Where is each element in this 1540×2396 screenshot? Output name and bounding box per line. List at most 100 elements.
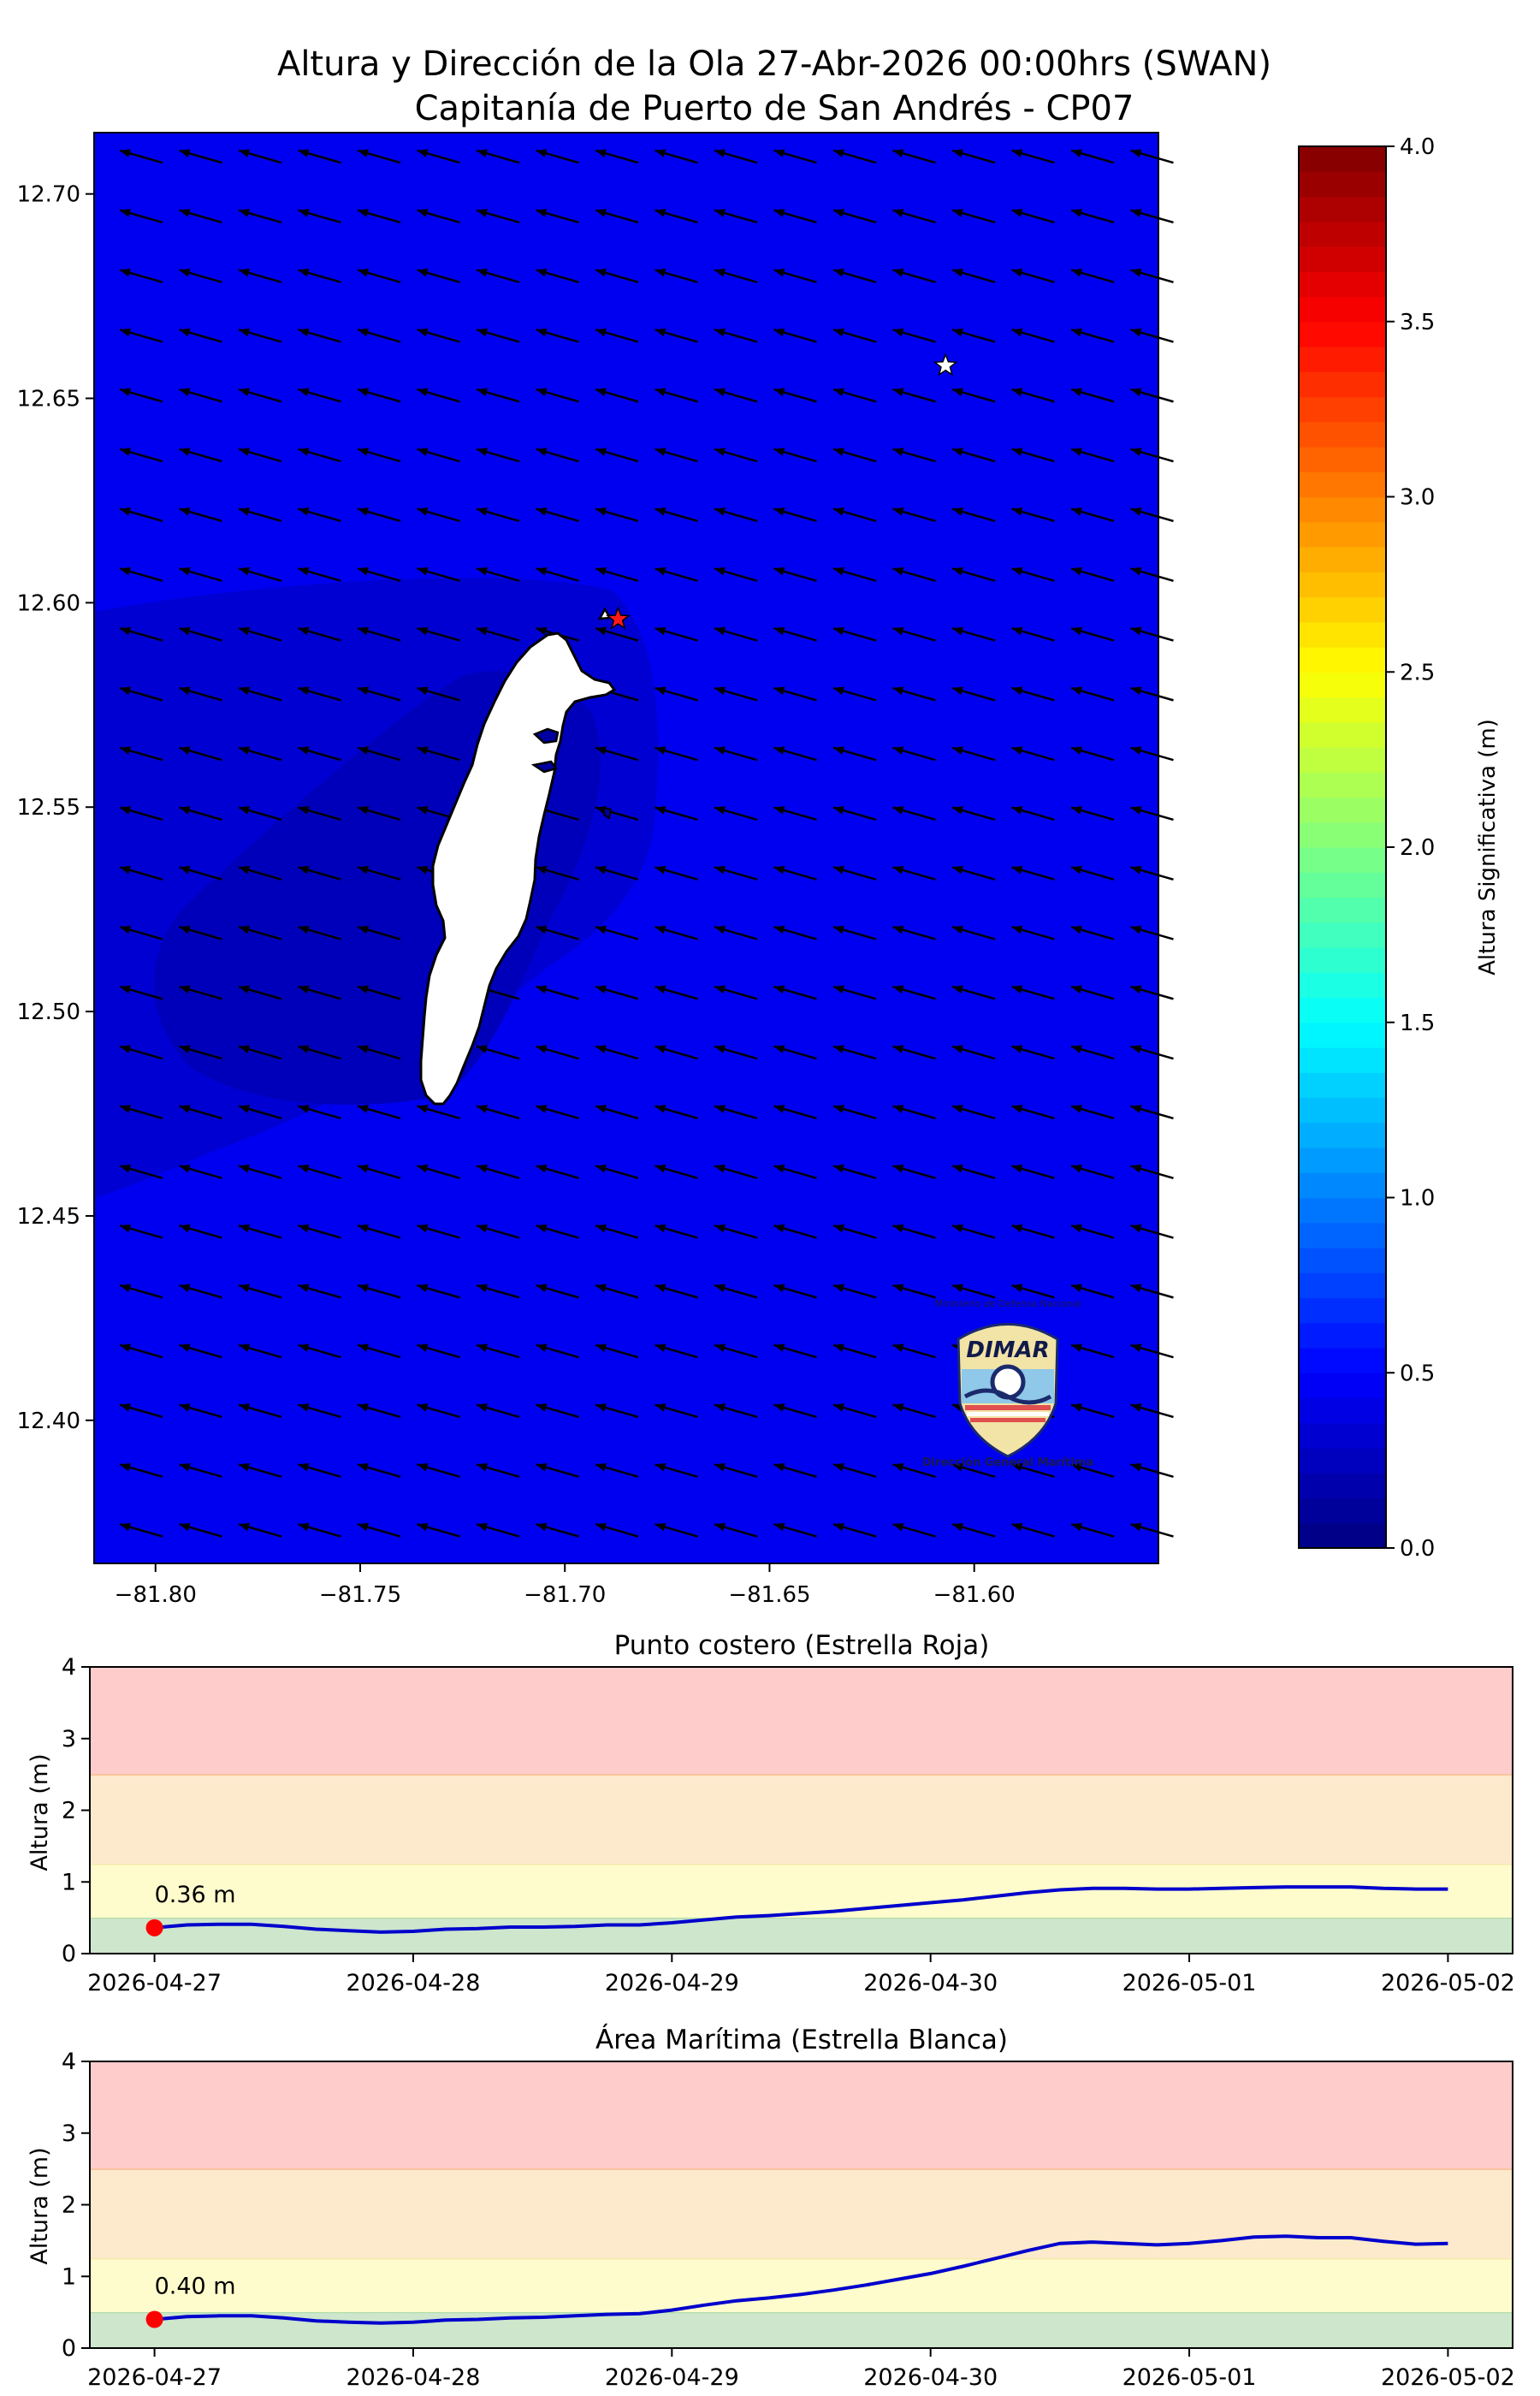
wave-arrow-head	[298, 806, 310, 815]
wave-arrow-icon	[773, 1522, 817, 1538]
wave-arrow-head	[952, 626, 963, 636]
wave-arrow-icon	[654, 1164, 698, 1179]
wave-arrow-head	[179, 865, 191, 875]
wave-arrow-icon	[773, 686, 817, 702]
wave-arrow-head	[358, 686, 369, 696]
wave-arrow-head	[1071, 1462, 1082, 1472]
wave-arrow-icon	[179, 209, 222, 224]
wave-arrow-head	[595, 566, 607, 576]
wave-arrow-icon	[951, 686, 996, 702]
wave-arrow-head	[773, 1105, 785, 1113]
wave-arrow-icon	[951, 328, 996, 343]
wave-arrow-icon	[951, 209, 996, 224]
wave-arrow-icon	[357, 985, 401, 1000]
wave-arrow-icon	[298, 1343, 341, 1359]
wave-arrow-head	[179, 507, 191, 516]
wave-arrow-head	[298, 985, 310, 994]
wave-arrow-head	[477, 1403, 488, 1412]
wave-arrow-icon	[179, 985, 222, 1000]
wave-arrow-head	[298, 1224, 310, 1233]
wave-arrow-head	[595, 1164, 607, 1173]
wave-arrow-icon	[1130, 1224, 1174, 1239]
wave-arrow-head	[536, 388, 548, 397]
colorbar-band	[1299, 821, 1386, 848]
wave-arrow-icon	[951, 626, 996, 642]
wave-arrow-head	[773, 1284, 785, 1293]
wave-arrow-icon	[1070, 806, 1115, 821]
wave-arrow-head	[358, 1343, 369, 1352]
maritime-ylabel: Altura (m)	[27, 2147, 53, 2264]
wave-arrow-icon	[179, 1224, 222, 1239]
map-axes: −81.80 −81.75 −81.70 −81.65 −81.60 12.40 12.45…	[17, 182, 1016, 1608]
colorbar-band	[1299, 847, 1386, 873]
wave-arrow-head	[952, 925, 963, 934]
wave-arrow-head	[1130, 746, 1142, 755]
wave-arrow-icon	[298, 1522, 341, 1538]
wave-arrow-head	[714, 626, 726, 636]
wave-arrow-head	[833, 388, 844, 397]
wave-arrow-head	[298, 686, 310, 696]
map-xtick-label: −81.80	[115, 1582, 197, 1608]
logo-stripe-red	[965, 1405, 1051, 1410]
wave-arrow-icon	[892, 746, 936, 762]
wave-arrow-icon	[357, 806, 401, 821]
wave-arrow-head	[892, 328, 904, 337]
wave-arrow-head	[773, 1045, 785, 1053]
wave-arrow-head	[477, 566, 488, 576]
wave-arrow-icon	[179, 626, 222, 642]
wave-arrow-icon	[476, 268, 520, 283]
wave-arrow-icon	[417, 746, 460, 762]
wave-arrow-icon	[357, 1105, 401, 1120]
wave-arrow-icon	[179, 1343, 222, 1359]
wave-arrow-head	[654, 268, 666, 277]
wave-arrow-head	[833, 1403, 844, 1412]
wave-arrow-icon	[654, 806, 698, 821]
wave-arrow-icon	[1130, 686, 1174, 702]
wave-arrow-head	[239, 566, 250, 576]
colorbar-band	[1299, 1348, 1386, 1373]
island-cay-east-3	[603, 806, 613, 820]
wave-arrow-head	[417, 1105, 429, 1113]
wave-arrow-icon	[595, 1522, 639, 1538]
wave-arrow-icon	[714, 1045, 758, 1060]
wave-arrow-head	[714, 1105, 726, 1113]
wave-arrow-head	[773, 925, 785, 934]
map-xtick-label: −81.70	[524, 1582, 606, 1608]
wave-arrow-head	[358, 268, 369, 277]
wave-arrow-head	[833, 1522, 844, 1532]
wave-arrow-head	[654, 1284, 666, 1293]
wave-arrow-icon	[892, 686, 936, 702]
wave-arrow-icon	[1011, 925, 1055, 940]
ytick-label: 4	[62, 2049, 76, 2075]
wave-arrow-head	[892, 149, 904, 157]
wave-arrow-icon	[654, 328, 698, 343]
colorbar-band	[1299, 647, 1386, 673]
wave-arrow-icon	[714, 1224, 758, 1239]
wave-arrow-head	[120, 1105, 131, 1113]
wave-arrow-head	[654, 328, 666, 337]
wave-arrow-head	[595, 925, 607, 934]
wave-arrow-icon	[119, 1045, 163, 1060]
wave-arrow-icon	[1011, 985, 1055, 1000]
colorbar-band	[1299, 572, 1386, 598]
wave-arrow-icon	[357, 1462, 401, 1478]
wave-arrow-head	[298, 149, 310, 157]
colorbar-label: Altura Significativa (m)	[1475, 719, 1501, 976]
wave-arrow-head	[773, 865, 785, 875]
wave-arrow-head	[1011, 925, 1023, 934]
wave-arrow-icon	[1070, 985, 1115, 1000]
wave-arrow-icon	[1130, 626, 1174, 642]
wave-arrow-icon	[714, 806, 758, 821]
logo-name: DIMAR	[966, 1337, 1049, 1363]
wave-arrow-head	[1130, 1105, 1142, 1113]
wave-arrow-head	[773, 388, 785, 397]
alert-zone-red	[90, 2061, 1513, 2169]
wave-arrow-icon	[714, 388, 758, 403]
wave-arrow-icon	[1070, 566, 1115, 582]
wave-arrow-icon	[1011, 209, 1055, 224]
wave-arrow-head	[358, 566, 369, 576]
wave-arrow-head	[239, 507, 250, 516]
wave-arrow-icon	[417, 1105, 460, 1120]
wave-arrow-icon	[714, 865, 758, 881]
wave-arrow-icon	[832, 1284, 877, 1299]
